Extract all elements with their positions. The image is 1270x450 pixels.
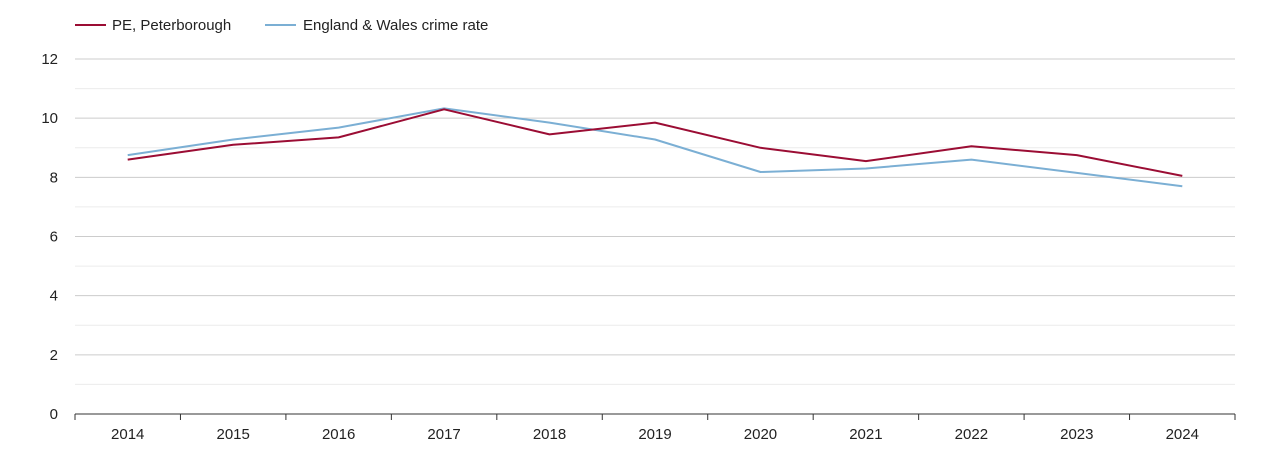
x-tick-label: 2020 <box>744 426 777 443</box>
legend-item-peterborough[interactable]: PE, Peterborough <box>75 17 231 34</box>
data-point-england-wales[interactable] <box>864 166 868 170</box>
data-point-peterborough[interactable] <box>442 107 446 111</box>
legend-item-england-wales[interactable]: England & Wales crime rate <box>265 17 488 34</box>
legend-label-england-wales: England & Wales crime rate <box>303 17 488 34</box>
data-point-england-wales[interactable] <box>231 137 235 141</box>
data-point-peterborough[interactable] <box>1180 174 1184 178</box>
data-point-peterborough[interactable] <box>1075 153 1079 157</box>
legend-label-peterborough: PE, Peterborough <box>112 17 231 34</box>
y-tick-label: 6 <box>50 229 58 246</box>
data-point-peterborough[interactable] <box>231 143 235 147</box>
x-tick-label: 2024 <box>1166 426 1199 443</box>
x-tick-label: 2023 <box>1060 426 1093 443</box>
data-point-england-wales[interactable] <box>969 158 973 162</box>
x-tick-label: 2014 <box>111 426 144 443</box>
y-axis: 0 2 4 6 8 10 12 <box>41 51 58 423</box>
data-point-england-wales[interactable] <box>1075 171 1079 175</box>
x-tick-label: 2016 <box>322 426 355 443</box>
legend: PE, Peterborough England & Wales crime r… <box>75 17 488 34</box>
x-tick-label: 2021 <box>849 426 882 443</box>
x-axis: 2014 2015 2016 2017 2018 2019 2020 2021 2022 2023… <box>74 413 1236 443</box>
data-point-england-wales[interactable] <box>758 170 762 174</box>
data-point-england-wales[interactable] <box>126 153 130 157</box>
y-tick-label: 2 <box>50 347 58 364</box>
x-tick-label: 2019 <box>638 426 671 443</box>
x-tick-label: 2017 <box>427 426 460 443</box>
y-tick-label: 12 <box>41 51 58 68</box>
data-point-england-wales[interactable] <box>1180 184 1184 188</box>
x-tick-label: 2018 <box>533 426 566 443</box>
data-point-england-wales[interactable] <box>337 126 341 130</box>
data-point-england-wales[interactable] <box>653 137 657 141</box>
y-tick-label: 8 <box>50 169 58 186</box>
x-tick-label: 2022 <box>955 426 988 443</box>
y-tick-label: 10 <box>41 110 58 127</box>
gridlines <box>75 58 1235 385</box>
data-point-peterborough[interactable] <box>126 158 130 162</box>
x-tick-label: 2015 <box>216 426 249 443</box>
data-point-peterborough[interactable] <box>337 135 341 139</box>
data-point-england-wales[interactable] <box>548 121 552 125</box>
series-line-england-wales[interactable] <box>127 107 1183 188</box>
data-point-peterborough[interactable] <box>548 132 552 136</box>
data-point-peterborough[interactable] <box>653 121 657 125</box>
data-point-peterborough[interactable] <box>864 159 868 163</box>
data-point-peterborough[interactable] <box>969 144 973 148</box>
y-tick-label: 4 <box>50 288 58 305</box>
data-point-peterborough[interactable] <box>758 146 762 150</box>
series-line-peterborough[interactable] <box>127 108 1183 177</box>
y-tick-label: 0 <box>50 406 58 423</box>
series-lines <box>126 107 1184 188</box>
